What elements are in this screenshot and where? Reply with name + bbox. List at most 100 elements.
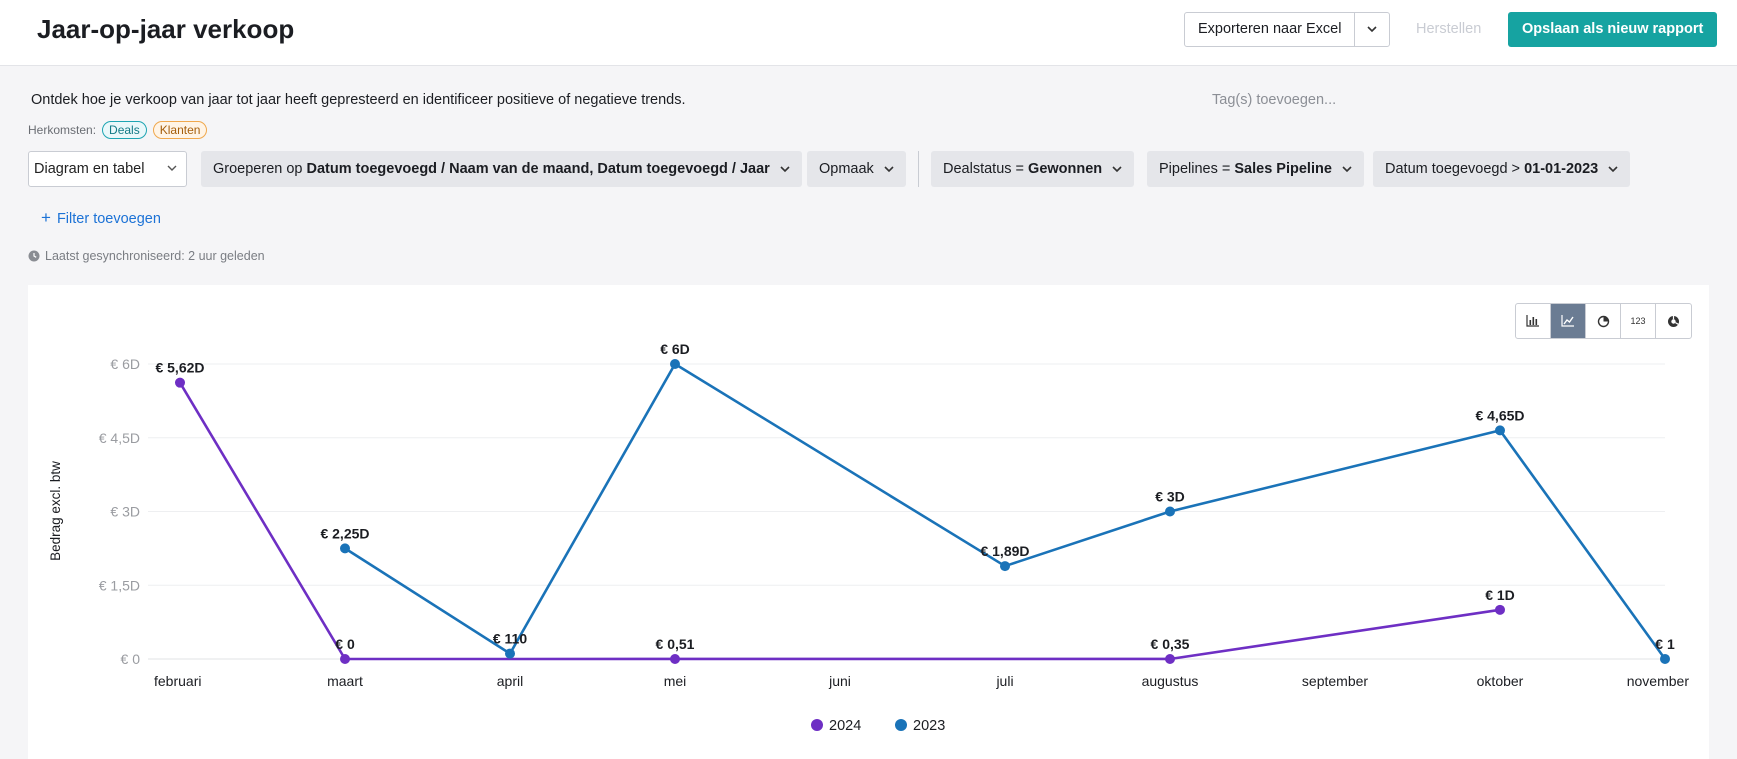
export-button-group: Exporteren naar Excel [1184,12,1391,47]
page-title: Jaar-op-jaar verkoop [37,14,295,44]
deal-status-value: Gewonnen [1028,161,1103,177]
date-added-filter[interactable]: Datum toegevoegd > 01-01-2023 [1373,151,1631,187]
x-tick-label: mei [664,673,687,689]
data-point [340,654,350,664]
chevron-down-icon [167,165,177,171]
group-by-prefix: Groeperen op [213,161,303,177]
data-point [1000,561,1010,572]
chevron-down-icon [1367,26,1378,33]
data-label: € 0,35 [1151,636,1190,652]
y-axis-label: Bedrag excl. btw [48,461,63,561]
data-point [670,653,680,664]
legend-marker [811,719,823,731]
export-options-button[interactable] [1355,13,1389,46]
line-chart-icon [1561,315,1574,327]
format-filter[interactable]: Opmaak [807,151,906,187]
chart-card: € 0 € 1,5D € 3D € 4,5D € 6D Bedrag excl. btw f… [28,285,1709,759]
data-label: € 2,25D [320,525,369,541]
y-tick-label: € 6D [110,356,140,372]
number-toggle-label: 123 [1630,316,1646,326]
data-label: € 1 [1655,636,1675,652]
data-label: € 3D [1155,489,1185,505]
y-tick-label: € 4,5D [99,430,140,446]
group-by-value: Datum toegevoegd / Naam van de maand, Da… [306,161,770,177]
origin-badge-klanten: Klanten [152,121,208,139]
data-point [1660,653,1670,664]
donut-chart-toggle[interactable] [1656,304,1691,338]
deal-status-filter[interactable]: Dealstatus = Gewonnen [931,151,1135,187]
data-label: € 0,51 [656,636,695,652]
origin-badge-deals: Deals [102,121,147,139]
data-point [670,359,680,369]
sync-text: Laatst gesynchroniseerd: 2 uur geleden [45,249,265,263]
bar-chart-icon [1526,315,1539,327]
y-tick-label: € 1,5D [99,577,140,593]
series-line-2024 [178,382,1501,661]
data-label: € 110 [493,631,527,647]
x-tick-label: oktober [1477,673,1524,689]
x-tick-label: juli [995,673,1013,689]
header-bar: Jaar-op-jaar verkoop Exporteren naar Exc… [0,0,1737,66]
add-filter-label: Filter toevoegen [56,211,161,227]
chevron-down-icon [780,166,790,172]
x-tick-label: november [1627,673,1690,689]
data-point [1165,506,1175,517]
data-point [175,377,185,388]
data-label: € 1,89D [980,543,1029,559]
origins-row: Herkomsten: Deals Klanten [28,121,208,139]
export-excel-button[interactable]: Exporteren naar Excel [1185,13,1356,46]
pie-chart-toggle[interactable] [1586,304,1621,338]
deal-status-prefix: Dealstatus = [943,161,1025,177]
chevron-down-icon [1342,166,1352,172]
x-tick-label: april [497,673,523,689]
donut-chart-icon [1668,315,1679,327]
filter-divider [918,151,919,187]
line-chart: € 0 € 1,5D € 3D € 4,5D € 6D Bedrag excl. btw f… [48,341,1690,734]
pipelines-filter[interactable]: Pipelines = Sales Pipeline [1147,151,1364,187]
clock-icon [28,250,40,262]
line-chart-toggle[interactable] [1551,304,1586,338]
legend-label: 2024 [829,718,861,734]
data-label: € 6D [660,341,690,357]
x-tick-label: maart [327,673,363,689]
tag-input[interactable]: Tag(s) toevoegen... [1212,92,1337,108]
chevron-down-icon [1608,166,1618,172]
data-point [340,543,350,554]
pipelines-prefix: Pipelines = [1159,161,1231,177]
legend-label: 2023 [913,718,945,734]
data-point [1495,425,1505,436]
legend-marker [895,719,907,731]
x-tick-label: februari [154,673,201,689]
x-tick-label: juni [828,673,851,689]
data-label: € 5,62D [155,360,204,376]
y-tick-label: € 3D [110,504,140,520]
format-label: Opmaak [819,161,874,177]
data-point [505,648,515,659]
view-mode-value: Diagram en tabel [34,161,145,177]
date-added-prefix: Datum toegevoegd > [1385,161,1521,177]
save-new-report-button[interactable]: Opslaan als nieuw rapport [1508,12,1718,47]
add-filter-button[interactable]: + Filter toevoegen [41,208,161,228]
chart-type-toggle: 123 [1515,303,1692,339]
chevron-down-icon [1112,166,1122,172]
view-mode-select[interactable]: Diagram en tabel [28,151,187,187]
reset-button[interactable]: Herstellen [1416,21,1482,37]
origins-label: Herkomsten: [28,123,97,137]
date-added-value: 01-01-2023 [1524,161,1599,177]
pipelines-value: Sales Pipeline [1234,161,1332,177]
number-toggle[interactable]: 123 [1621,304,1656,338]
pie-chart-icon [1597,315,1609,327]
data-label: € 0 [335,636,355,652]
data-point [1495,604,1505,615]
x-tick-label: augustus [1142,673,1199,689]
chevron-down-icon [884,166,894,172]
data-label: € 4,65D [1475,407,1524,423]
plus-icon: + [41,208,51,227]
sync-status: Laatst gesynchroniseerd: 2 uur geleden [28,249,265,263]
y-tick-label: € 0 [121,651,141,667]
bar-chart-toggle[interactable] [1516,304,1551,338]
x-tick-label: september [1302,673,1368,689]
data-label: € 1D [1485,587,1515,603]
data-point [1165,653,1175,664]
group-by-filter[interactable]: Groeperen op Datum toegevoegd / Naam van… [201,151,802,187]
